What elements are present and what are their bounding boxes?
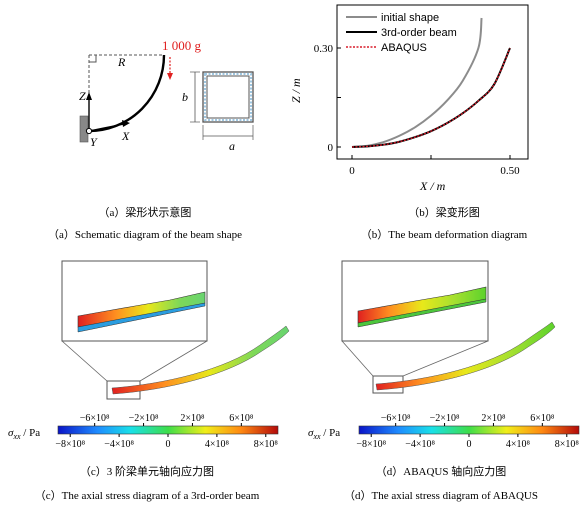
colorbar-top-tick: 2×10⁸ <box>481 413 506 424</box>
y-tick-label: 0.30 <box>314 43 334 55</box>
colorbar-c-bar <box>57 425 279 435</box>
y-axis-marker <box>85 127 93 135</box>
z-axis-label: Z <box>79 89 86 103</box>
caption-b-en: （b）The beam deformation diagram <box>360 229 528 241</box>
zoomed-beam-c-bottom <box>77 302 206 333</box>
colorbar-bottom-tick: 4×10⁸ <box>205 439 230 450</box>
y-axis-title-text: Z / m <box>289 78 303 103</box>
panel-c-stress <box>61 260 290 400</box>
panel-b-chart: 0 0.30 0 0.50 initial shape 3rd-order beam … <box>289 4 529 193</box>
colorbar-bottom-tick: 8×10⁸ <box>254 439 279 450</box>
caption-d-cn: （d）ABAQUS 轴向应力图 <box>375 466 507 478</box>
load-label: 1 000 g <box>162 38 202 53</box>
colorbar-d: σxx / Pa −6×10⁸ −2×10⁸ 2×10⁸ 6×10⁸ −8×10⁸ −4×… <box>308 413 579 450</box>
colorbar-top-tick: −6×10⁸ <box>381 413 411 424</box>
caption-a-cn: （a）梁形状示意图 <box>98 207 192 219</box>
series-line-1 <box>351 47 511 148</box>
colorbar-c-unit-sub: xx <box>12 432 21 441</box>
series-line-0 <box>351 17 483 148</box>
zoomed-beam-d-bottom <box>357 298 487 328</box>
cross-section-wall <box>204 73 252 121</box>
caption-d-en: （d）The axial stress diagram of ABAQUS <box>344 490 538 502</box>
radius-label: R <box>117 55 126 69</box>
deformed-beam-d <box>375 321 556 391</box>
colorbar-bottom-tick: 0 <box>467 439 472 450</box>
deformed-beam-c <box>111 325 290 395</box>
y-axis-title: Z / m <box>289 78 303 103</box>
dim-a-label: a <box>229 139 235 153</box>
caption-a-en: （a）Schematic diagram of the beam shape <box>48 229 242 241</box>
panel-d-stress <box>341 260 556 394</box>
colorbar-bottom-tick: −8×10⁸ <box>55 439 85 450</box>
x-tick-label: 0.50 <box>500 165 520 177</box>
caption-b-cn: （b）梁变形图 <box>408 207 480 219</box>
right-angle-mark <box>89 55 97 63</box>
colorbar-c-unit-tail: / Pa <box>21 427 41 439</box>
dim-b-label: b <box>182 90 188 104</box>
legend-initial: initial shape <box>381 12 439 24</box>
colorbar-bottom-tick: 4×10⁸ <box>506 439 531 450</box>
colorbar-d-unit: σxx / Pa <box>308 427 340 441</box>
legend-beam: 3rd-order beam <box>381 27 457 39</box>
colorbar-top-tick: 6×10⁸ <box>530 413 555 424</box>
colorbar-top-tick: −6×10⁸ <box>80 413 110 424</box>
chart-legend: initial shape 3rd-order beam ABAQUS <box>346 12 457 54</box>
colorbar-bottom-tick: 8×10⁸ <box>555 439 580 450</box>
colorbar-c-unit: σxx / Pa <box>8 427 40 441</box>
y-tick-label: 0 <box>328 142 334 154</box>
colorbar-bottom-tick: −4×10⁸ <box>405 439 435 450</box>
colorbar-d-unit-tail: / Pa <box>321 427 341 439</box>
colorbar-top-tick: −2×10⁸ <box>430 413 460 424</box>
y-axis-label: Y <box>90 135 98 149</box>
x-arrow <box>122 120 130 127</box>
colorbar-top-tick: 6×10⁸ <box>229 413 254 424</box>
x-axis-label: X <box>121 129 130 143</box>
colorbar-c-unit-sym: σ <box>8 427 14 439</box>
colorbar-top-tick: −2×10⁸ <box>129 413 159 424</box>
colorbar-d-unit-sym: σ <box>308 427 314 439</box>
x-axis <box>88 123 125 132</box>
caption-c-en: （c）The axial stress diagram of a 3rd-ord… <box>34 490 260 502</box>
colorbar-bottom-tick: −8×10⁸ <box>356 439 386 450</box>
load-arrowhead <box>167 73 173 80</box>
colorbar-bottom-tick: −4×10⁸ <box>104 439 134 450</box>
colorbar-d-unit-sub: xx <box>312 432 321 441</box>
z-arrow <box>86 92 92 100</box>
series-line-2 <box>351 47 511 148</box>
x-axis-title: X / m <box>419 179 446 193</box>
legend-abaqus: ABAQUS <box>381 42 427 54</box>
chart-frame <box>336 4 529 160</box>
colorbar-top-tick: 2×10⁸ <box>180 413 205 424</box>
colorbar-d-bar <box>358 425 580 435</box>
caption-c-cn: （c）3 阶梁单元轴向应力图 <box>79 466 215 478</box>
colorbar-c: σxx / Pa −6×10⁸ −2×10⁸ 2×10⁸ 6×10⁸ −8×10⁸ −4×… <box>8 413 278 450</box>
x-tick-label: 0 <box>349 165 355 177</box>
cross-section-inner <box>206 75 250 119</box>
curved-beam <box>88 54 166 133</box>
colorbar-bottom-tick: 0 <box>166 439 171 450</box>
panel-a-schematic: 1 000 g R Z Y X b a <box>79 38 254 153</box>
